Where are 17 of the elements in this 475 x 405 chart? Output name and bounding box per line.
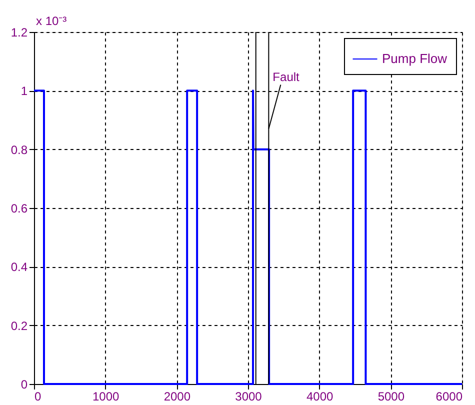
x-tick-label: 6000 [436, 390, 463, 404]
x-tick-label: 4000 [306, 390, 334, 404]
y-tick-label: 1 [20, 84, 28, 98]
x-tick-label: 5000 [378, 390, 405, 404]
y-tick-label: 0.6 [10, 202, 28, 216]
x-tick-label: 1000 [92, 390, 120, 404]
x-tick-label: 2000 [164, 390, 191, 404]
x-tick-label: 0 [34, 390, 42, 404]
x-tick-label: 3000 [235, 390, 262, 404]
y-tick-label: 0.2 [10, 318, 28, 333]
legend-label: Pump Flow [382, 51, 448, 66]
y-tick-label: 1.2 [10, 26, 28, 40]
y-tick-label: 0.8 [10, 142, 28, 157]
text: x 10⁻³ [36, 14, 67, 28]
annotation: Fault [272, 70, 300, 84]
y-tick-label: 0.4 [10, 260, 28, 274]
y-tick-label: 0 [20, 378, 28, 392]
